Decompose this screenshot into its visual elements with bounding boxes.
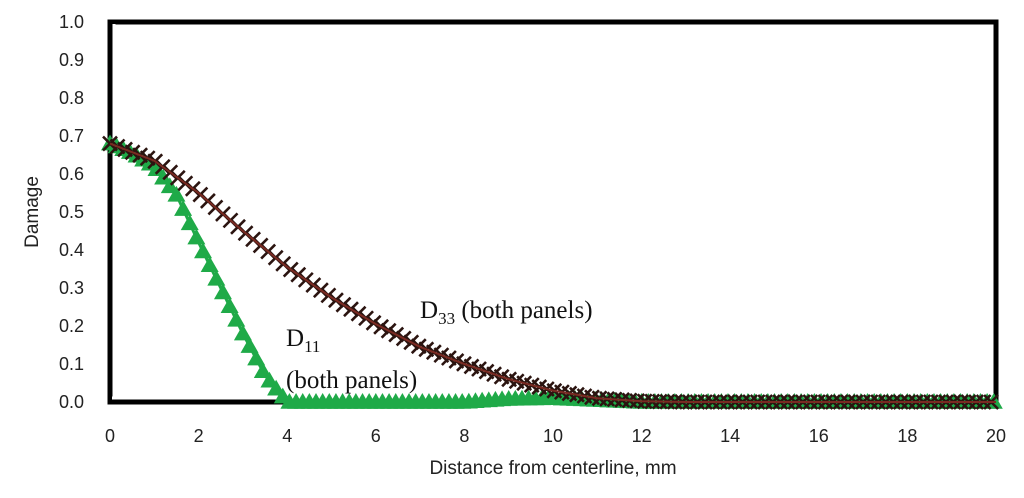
x-tick-label: 10 bbox=[543, 426, 563, 446]
d33-annotation-rest: (both panels) bbox=[455, 297, 592, 324]
d11-marker bbox=[174, 200, 193, 216]
x-axis-title: Distance from centerline, mm bbox=[429, 458, 676, 479]
d11-annotation-main: D bbox=[286, 325, 304, 352]
d11-marker bbox=[247, 349, 266, 366]
d11-marker bbox=[213, 283, 232, 300]
x-tick-labels: 0 2 4 6 8 10 12 14 16 18 20 bbox=[105, 426, 1006, 446]
x-tick-label: 18 bbox=[897, 426, 917, 446]
d11-marker bbox=[154, 168, 173, 185]
x-tick-label: 4 bbox=[282, 426, 292, 446]
d33-series bbox=[102, 135, 1000, 410]
x-tick-label: 0 bbox=[105, 426, 115, 446]
plot-area-frame bbox=[107, 19, 999, 405]
d11-marker bbox=[194, 242, 213, 259]
d33-annotation-main: D bbox=[420, 297, 438, 324]
x-tick-label: 16 bbox=[809, 426, 829, 446]
d11-marker bbox=[227, 310, 246, 327]
d11-marker bbox=[220, 297, 239, 313]
y-axis-title: Damage bbox=[22, 176, 43, 248]
d11-marker bbox=[253, 362, 272, 378]
x-tick-label: 2 bbox=[194, 426, 204, 446]
d33-annotation-sub: 33 bbox=[438, 309, 455, 328]
d33-line bbox=[109, 142, 996, 403]
x-tick-label: 12 bbox=[632, 426, 652, 446]
d11-marker bbox=[167, 185, 186, 202]
d33-annotation: D33 (both panels) bbox=[420, 297, 593, 328]
d11-annotation: D11 bbox=[286, 325, 320, 356]
x-tick-label: 20 bbox=[986, 426, 1006, 446]
d11-marker bbox=[200, 256, 219, 272]
d11-marker bbox=[207, 269, 226, 286]
x-tick-label: 8 bbox=[459, 426, 469, 446]
y-tick-label: 0.3 bbox=[59, 278, 84, 298]
d11-series bbox=[101, 134, 1003, 409]
x-tick-label: 6 bbox=[371, 426, 381, 446]
x-tick-label: 14 bbox=[720, 426, 740, 446]
y-tick-label: 1.0 bbox=[59, 12, 84, 32]
y-tick-label: 0.9 bbox=[59, 50, 84, 70]
y-tick-label: 0.7 bbox=[59, 126, 84, 146]
y-tick-label: 0.0 bbox=[59, 392, 84, 412]
d11-marker bbox=[187, 228, 206, 245]
y-tick-label: 0.1 bbox=[59, 354, 84, 374]
y-tick-label: 0.4 bbox=[59, 240, 84, 260]
d11-annotation-line2: (both panels) bbox=[286, 367, 417, 394]
y-tick-label: 0.8 bbox=[59, 88, 84, 108]
y-tick-labels: 0.0 0.1 0.2 0.3 0.4 0.5 0.6 0.7 0.8 0.9 1.0 bbox=[59, 12, 84, 412]
d11-marker bbox=[160, 177, 179, 194]
series-layer bbox=[101, 134, 1003, 410]
y-tick-label: 0.6 bbox=[59, 164, 84, 184]
d11-marker bbox=[180, 214, 199, 231]
d11-annotation-sub: 11 bbox=[304, 337, 320, 356]
d11-line bbox=[109, 142, 996, 404]
d11-marker bbox=[240, 337, 259, 353]
d11-marker bbox=[147, 160, 166, 176]
y-tick-label: 0.2 bbox=[59, 316, 84, 336]
d11-marker bbox=[233, 324, 252, 341]
y-tick-label: 0.5 bbox=[59, 202, 84, 222]
